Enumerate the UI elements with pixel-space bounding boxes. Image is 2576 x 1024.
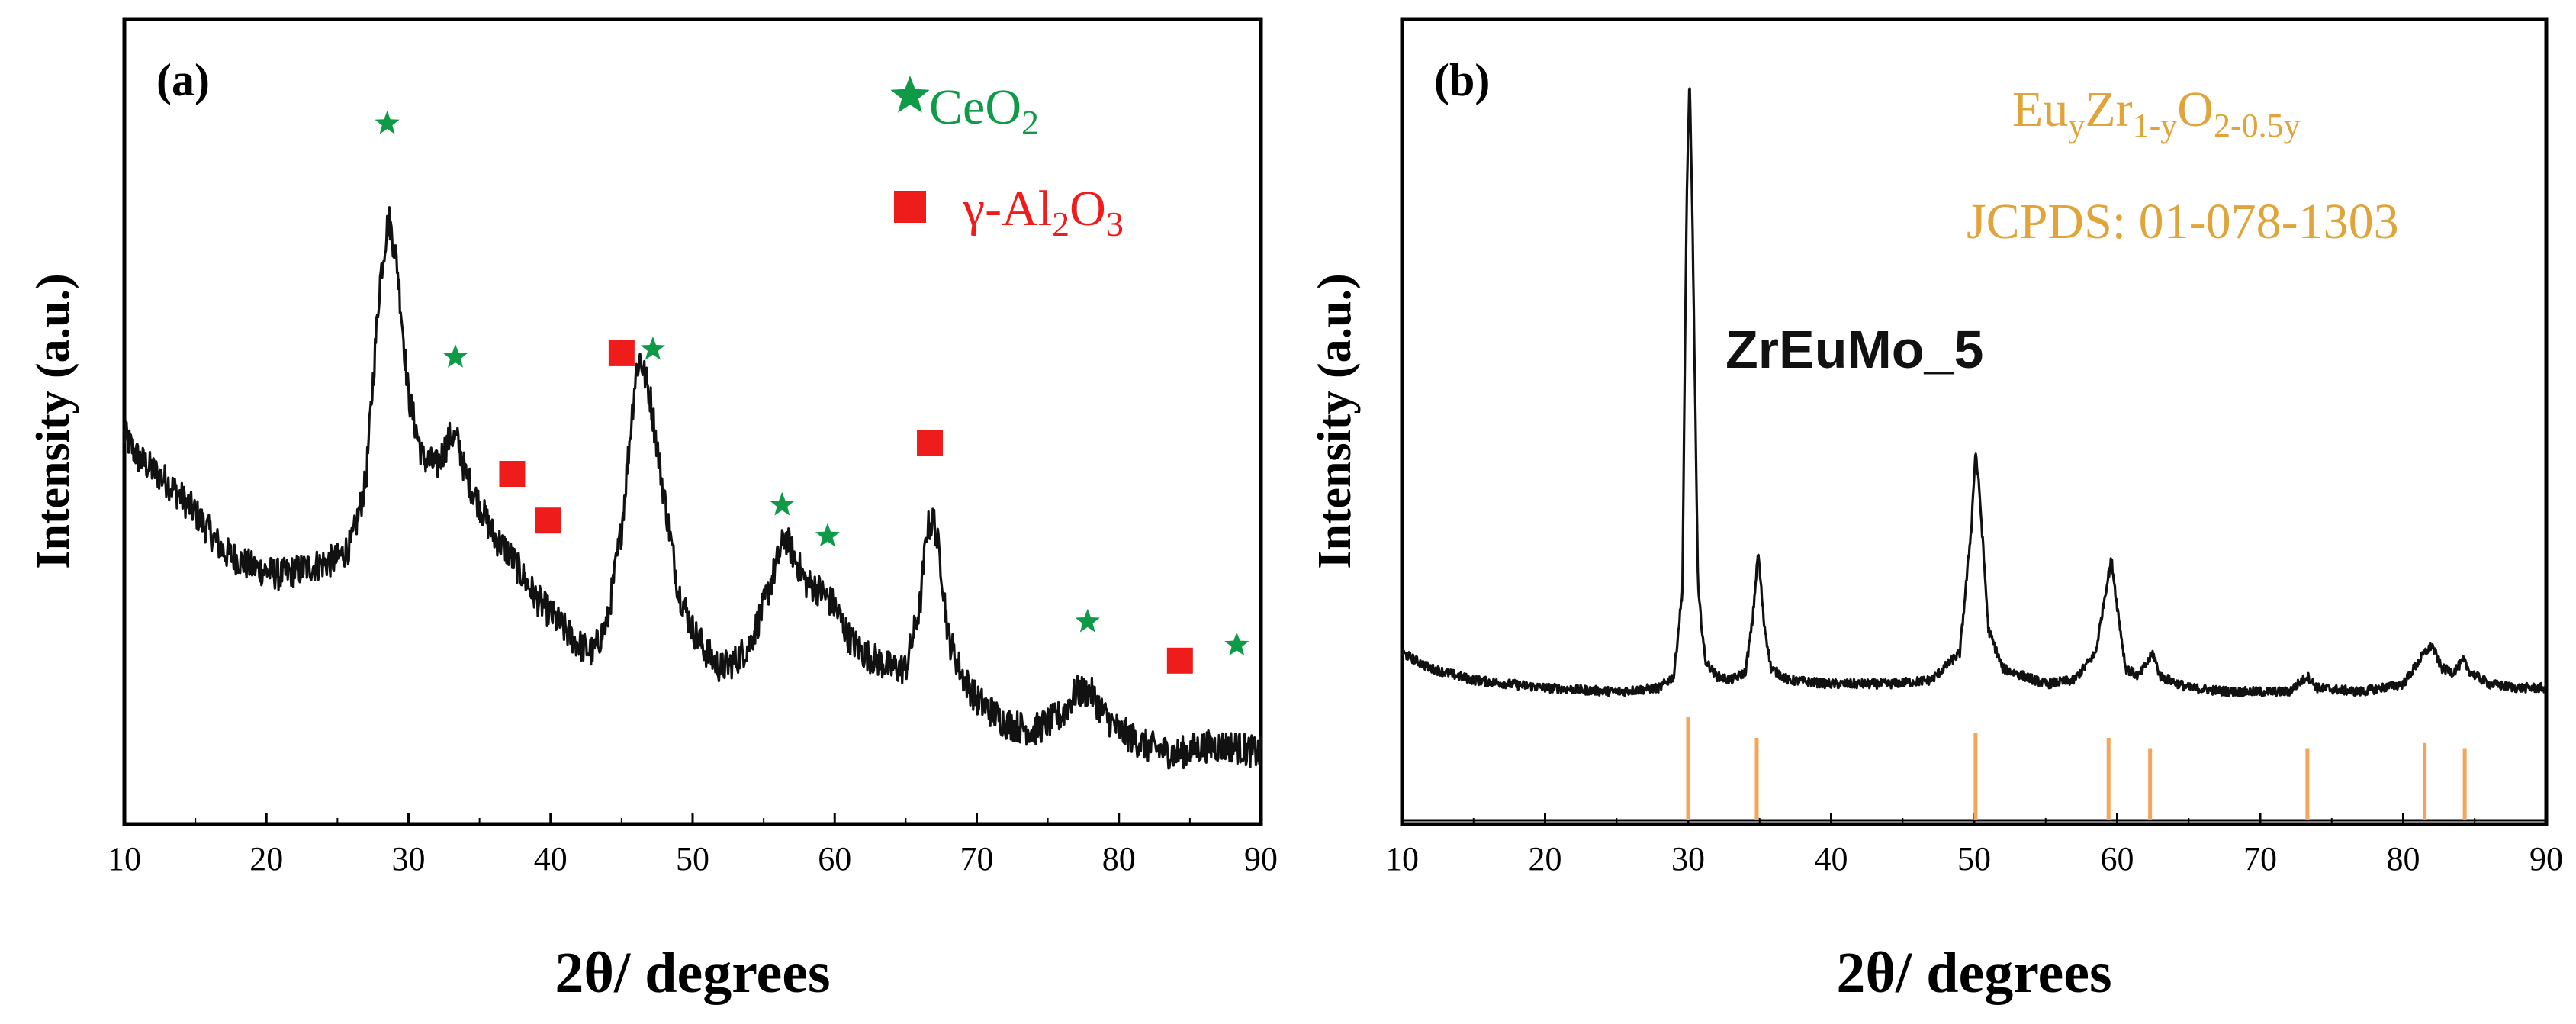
legend-ceo2-label: CeO2	[929, 79, 1039, 142]
panel-label-a: (a)	[156, 55, 210, 105]
a-xtick-label-20: 20	[249, 840, 283, 877]
b-xtick-label-20: 20	[1529, 840, 1562, 877]
b-xtick-label-10: 10	[1385, 840, 1419, 877]
a-xtick-label-90: 90	[1244, 840, 1278, 877]
plot-frame-b	[1400, 17, 2549, 826]
y-axis-label-a: Intensity (a.u.)	[27, 273, 79, 569]
b-xtick-label-80: 80	[2387, 840, 2420, 877]
xrd-pattern-line-a	[123, 206, 1262, 770]
a-xtick-label-40: 40	[534, 840, 568, 877]
y-axis-label-b: Intensity (a.u.)	[1309, 273, 1361, 569]
x-axis-tick-labels-b: 10 20 30 40 50 60 70 80 90	[1385, 840, 2563, 877]
xrd-pattern-line-b	[1401, 87, 2547, 698]
panel-label-b: (b)	[1434, 55, 1490, 105]
b-xtick-label-40: 40	[1815, 840, 1848, 877]
chart-panel-b: 10 20 30 40 50 60 70 80 90 (b) ZrEuMo_5 EuyZr1-y…	[1309, 17, 2563, 1005]
a-xtick-label-30: 30	[392, 840, 426, 877]
peak-markers-a	[375, 111, 1249, 674]
b-xtick-label-70: 70	[2243, 840, 2277, 877]
al2o3-peak-marker-8	[917, 430, 944, 456]
ceo2-star-legend-icon	[890, 76, 930, 113]
b-xtick-label-60: 60	[2101, 840, 2134, 877]
b-xtick-label-50: 50	[1957, 840, 1991, 877]
a-xtick-label-80: 80	[1102, 840, 1136, 877]
al2o3-peak-marker-4	[608, 340, 635, 366]
reference-lines-b	[1686, 717, 2467, 820]
a-xtick-label-50: 50	[676, 840, 709, 877]
x-axis-label-b: 2θ/ degrees	[1836, 941, 2111, 1005]
x-axis-ticks-a	[123, 813, 1262, 824]
al2o3-peak-marker-3	[535, 507, 561, 534]
reference-jcpds-label: JCPDS: 01-078-1303	[1967, 194, 2399, 250]
ceo2-peak-marker-7	[815, 523, 841, 547]
b-xtick-label-30: 30	[1671, 840, 1705, 877]
reference-formula: EuyZr1-yO2-0.5y	[2012, 82, 2301, 144]
ceo2-peak-marker-5	[640, 336, 665, 360]
a-xtick-label-70: 70	[960, 840, 994, 877]
b-xtick-label-90: 90	[2529, 840, 2563, 877]
al2o3-peak-marker-2	[499, 461, 526, 487]
a-xtick-label-60: 60	[818, 840, 851, 877]
ceo2-peak-marker-9	[1075, 608, 1100, 633]
ceo2-peak-marker-1	[442, 344, 468, 368]
sample-label: ZrEuMo_5	[1725, 320, 1983, 379]
ceo2-peak-marker-6	[770, 491, 795, 516]
chart-panel-a: 10 20 30 40 50 60 70 80 90 (a) CeO2 γ-Al2O3 2θ/ …	[27, 17, 1278, 1005]
x-axis-label-a: 2θ/ degrees	[555, 941, 830, 1005]
ceo2-peak-marker-11	[1224, 632, 1249, 656]
legend-al2o3-label: γ-Al2O3	[962, 181, 1124, 243]
legend-a: CeO2 γ-Al2O3	[890, 76, 1124, 243]
ceo2-peak-marker-0	[375, 111, 400, 134]
al2o3-square-legend-icon	[894, 191, 926, 223]
x-axis-tick-labels-a: 10 20 30 40 50 60 70 80 90	[108, 840, 1278, 877]
a-xtick-label-10: 10	[108, 840, 141, 877]
al2o3-peak-marker-10	[1166, 647, 1193, 674]
